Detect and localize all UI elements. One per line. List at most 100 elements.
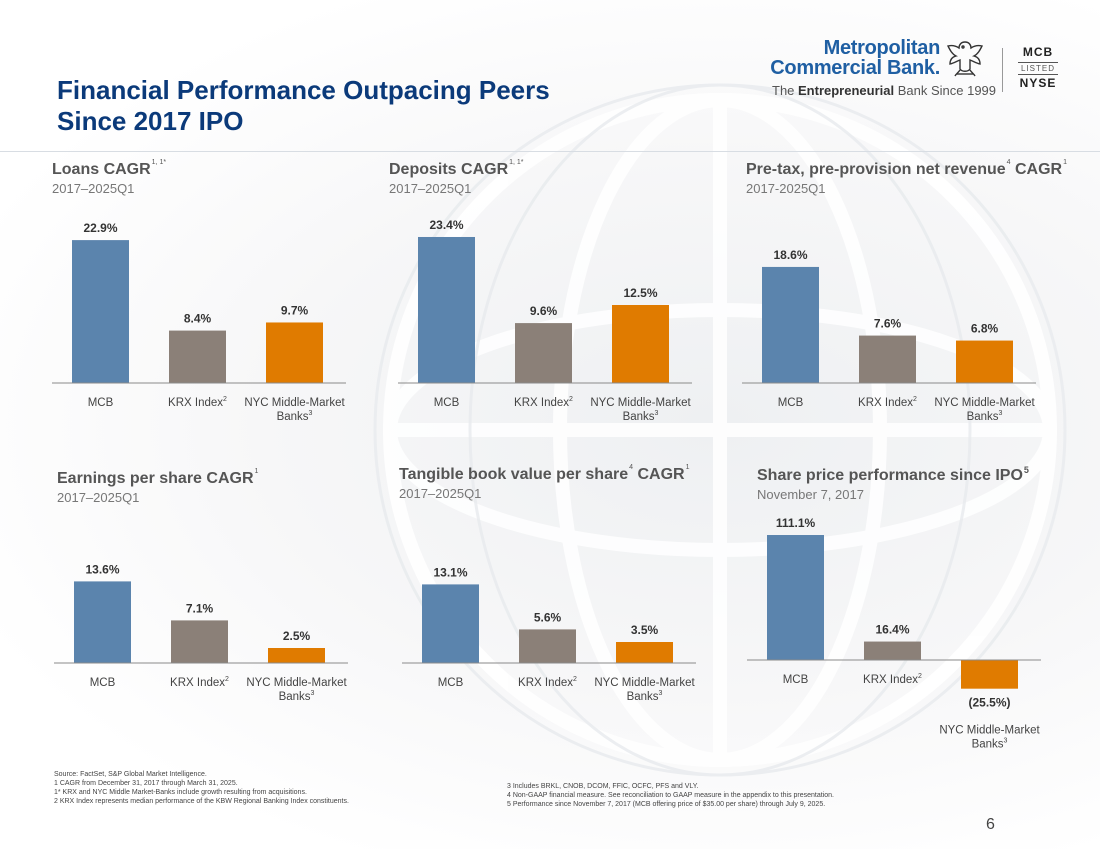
- data-label: 2.5%: [283, 629, 311, 643]
- loans-cagr-chart: 22.9% 8.4% 9.7% MCB KRX Index2 NYC Middle-Mar…: [52, 221, 346, 423]
- category-label: NYC Middle-Market: [934, 397, 1035, 409]
- bar-mcb: [72, 240, 129, 383]
- logo-name-line1: Metropolitan: [823, 37, 941, 59]
- page-title: Financial Performance Outpacing Peers Si…: [57, 75, 617, 137]
- chart-loans-cagr: Loans CAGR1, 1* 2017–2025Q1: [52, 153, 166, 196]
- data-label: 9.7%: [281, 303, 309, 317]
- page-number: 6: [986, 816, 995, 833]
- chart-title: Deposits CAGR1, 1*: [389, 159, 524, 178]
- data-label: 18.6%: [773, 248, 807, 262]
- bar-mcb: [418, 236, 475, 383]
- listed-label: LISTED: [1018, 62, 1058, 75]
- bar-krx: [859, 335, 916, 383]
- logo-divider: [1002, 48, 1003, 92]
- data-label: 23.4%: [429, 218, 463, 232]
- data-label: 12.5%: [623, 286, 657, 300]
- category-label-line2: Banks3: [279, 690, 315, 703]
- category-label: NYC Middle-Market: [246, 677, 347, 689]
- data-label: 6.8%: [971, 322, 999, 336]
- chart-tangible-book-value: Tangible book value per share4 CAGR1 201…: [399, 458, 689, 501]
- bar-nyc: [956, 340, 1013, 383]
- data-label: 16.4%: [875, 623, 909, 637]
- category-label: MCB: [88, 397, 114, 409]
- footnote: 1 CAGR from December 31, 2017 through Ma…: [54, 780, 238, 787]
- eps-cagr-chart: 13.6% 7.1% 2.5% MCB KRX Index2 NYC Middle-Mar…: [54, 562, 348, 703]
- footnote: 2 KRX Index represents median performanc…: [54, 798, 349, 805]
- footnote: Source: FactSet, S&P Global Market Intel…: [54, 771, 207, 778]
- category-label: KRX Index2: [170, 676, 229, 689]
- category-label-line2: Banks3: [627, 690, 663, 703]
- data-label: 7.6%: [874, 317, 902, 331]
- bar-nyc: [268, 648, 325, 663]
- page-title-line2: Since 2017 IPO: [57, 106, 244, 136]
- category-label: NYC Middle-Market: [939, 725, 1040, 737]
- logo-tagline: The Entrepreneurial Bank Since 1999: [772, 83, 997, 98]
- chart-share-price: Share price performance since IPO5 Novem…: [757, 460, 1029, 502]
- exchange-label: NYSE: [1019, 76, 1057, 90]
- chart-subtitle: 2017-2025Q1: [746, 181, 826, 196]
- footnote: 5 Performance since November 7, 2017 (MC…: [507, 801, 826, 808]
- category-label: KRX Index2: [518, 676, 577, 689]
- data-label: 13.1%: [433, 565, 467, 579]
- bar-krx: [515, 323, 572, 383]
- data-label: 9.6%: [530, 304, 558, 318]
- category-label-line2: Banks3: [623, 410, 659, 423]
- category-label: NYC Middle-Market: [244, 397, 345, 409]
- chart-title: Loans CAGR1, 1*: [52, 159, 167, 178]
- data-label: 5.6%: [534, 610, 562, 624]
- data-label: 3.5%: [631, 623, 659, 637]
- data-label: 22.9%: [83, 221, 117, 235]
- logo-wordmark: Metropolitan Commercial Bank.: [770, 38, 940, 78]
- bar-krx: [171, 620, 228, 663]
- category-label-line2: Banks3: [972, 738, 1008, 751]
- category-label: NYC Middle-Market: [594, 677, 695, 689]
- nyse-listed-badge: MCB LISTED NYSE: [1018, 46, 1058, 89]
- bar-mcb: [762, 266, 819, 383]
- data-label: 111.1%: [776, 516, 816, 530]
- chart-subtitle: 2017–2025Q1: [399, 486, 482, 501]
- eagle-icon: [946, 41, 984, 77]
- category-label: MCB: [783, 674, 809, 686]
- chart-subtitle: 2017–2025Q1: [52, 181, 135, 196]
- footnote: 4 Non-GAAP financial measure. See reconc…: [507, 792, 834, 799]
- pre-tax-revenue-chart: 18.6% 7.6% 6.8% MCB KRX Index2 NYC Middle-Mar…: [742, 248, 1036, 423]
- chart-eps-cagr: Earnings per share CAGR1 2017–2025Q1: [57, 462, 258, 505]
- footnotes-left: Source: FactSet, S&P Global Market Intel…: [54, 770, 349, 806]
- data-label: (25.5%): [968, 696, 1010, 710]
- bar-krx: [864, 641, 921, 660]
- footnote: 1* KRX and NYC Middle Market-Banks inclu…: [54, 789, 307, 796]
- bar-nyc: [266, 322, 323, 383]
- bar-mcb: [74, 581, 131, 663]
- chart-title: Pre-tax, pre-provision net revenue4 CAGR…: [746, 159, 1068, 178]
- chart-title: Share price performance since IPO5: [757, 465, 1029, 484]
- category-label: MCB: [438, 677, 464, 689]
- data-label: 7.1%: [186, 601, 214, 615]
- footnote: 3 Includes BRKL, CNOB, DCOM, FFIC, OCFC,…: [507, 783, 699, 790]
- bar-krx: [169, 330, 226, 383]
- category-label: KRX Index2: [863, 673, 922, 686]
- category-label: NYC Middle-Market: [590, 397, 691, 409]
- category-label: MCB: [90, 677, 116, 689]
- chart-title: Tangible book value per share4 CAGR1: [399, 464, 690, 483]
- bar-nyc: [616, 642, 673, 663]
- page-title-line1: Financial Performance Outpacing Peers: [57, 75, 550, 105]
- footnotes-right: 3 Includes BRKL, CNOB, DCOM, FFIC, OCFC,…: [507, 782, 834, 809]
- chart-title: Earnings per share CAGR1: [57, 468, 259, 487]
- category-label-line2: Banks3: [967, 410, 1003, 423]
- category-label: MCB: [434, 397, 460, 409]
- chart-pre-tax-revenue-cagr: Pre-tax, pre-provision net revenue4 CAGR…: [746, 153, 1067, 196]
- bar-nyc: [961, 660, 1018, 689]
- data-label: 8.4%: [184, 312, 212, 326]
- bar-nyc: [612, 305, 669, 383]
- chart-subtitle: 2017–2025Q1: [389, 181, 472, 196]
- category-label: KRX Index2: [514, 396, 573, 409]
- ticker-symbol: MCB: [1022, 45, 1054, 59]
- chart-subtitle: November 7, 2017: [757, 487, 864, 502]
- category-label: KRX Index2: [168, 396, 227, 409]
- category-label-line2: Banks3: [277, 410, 313, 423]
- bar-mcb: [767, 535, 824, 660]
- deposits-cagr-chart: 23.4% 9.6% 12.5% MCB KRX Index2 NYC Middle-Ma…: [398, 218, 692, 423]
- logo-name-line2: Commercial Bank.: [770, 57, 940, 79]
- category-label: MCB: [778, 397, 804, 409]
